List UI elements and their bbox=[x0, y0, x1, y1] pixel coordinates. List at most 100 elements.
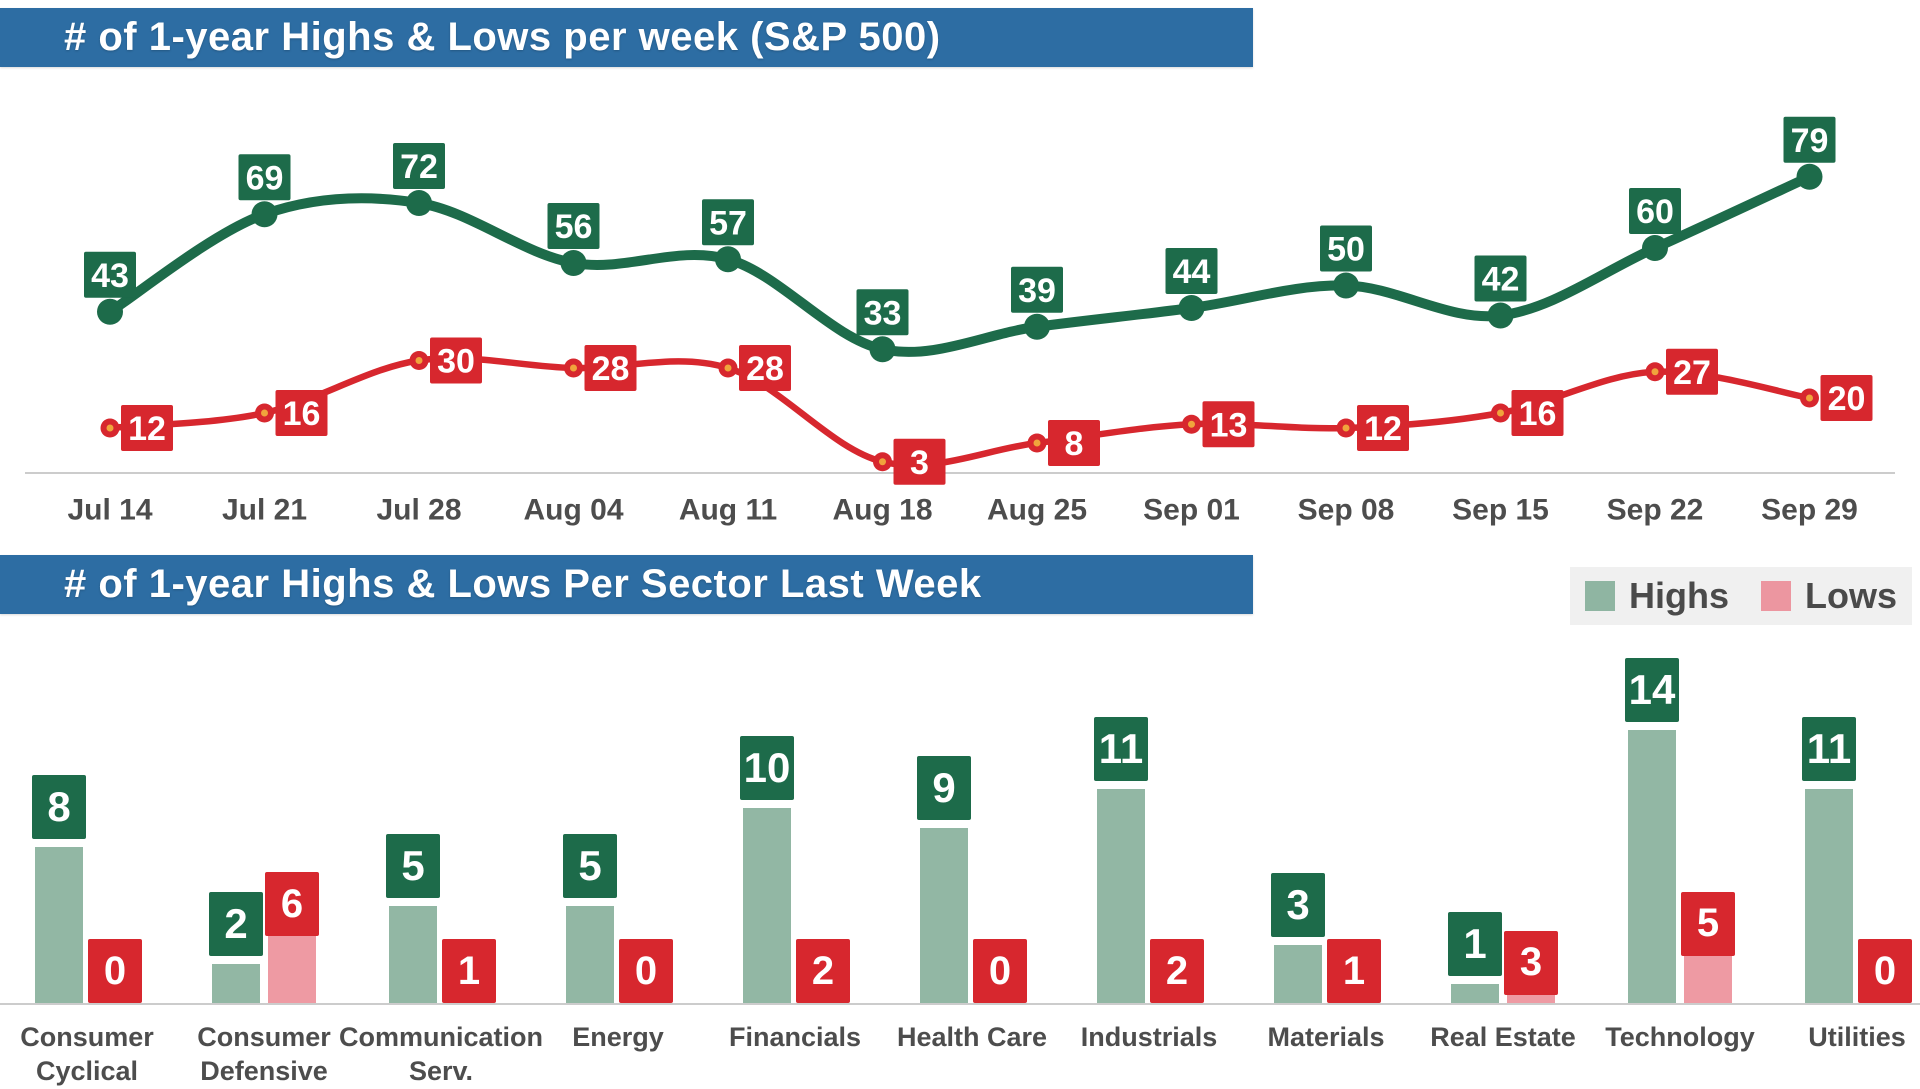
lows-data-point-center bbox=[1651, 368, 1659, 376]
lows-data-point-center bbox=[724, 364, 732, 372]
lows-value-label: 8 bbox=[1065, 425, 1084, 463]
lows-value-label: 16 bbox=[283, 395, 321, 433]
lows-value-badge bbox=[584, 345, 637, 391]
sector-label: Industrials bbox=[1080, 1022, 1218, 1052]
highs-bar bbox=[1805, 788, 1853, 1003]
sector-label: Financials bbox=[728, 1022, 862, 1052]
weekly-highs-lows-line-chart: Jul 14 Jul 21 Jul 28 Aug 04 Aug 11 Aug 18 Aug … bbox=[25, 116, 1895, 527]
lows-data-point-center bbox=[1497, 409, 1504, 417]
lows-value-badge bbox=[1666, 348, 1718, 395]
x-axis-label: Sep 01 bbox=[1143, 494, 1240, 527]
bar-chart-axis-line bbox=[0, 1003, 1920, 1005]
lows-value-badge: 0 bbox=[619, 939, 673, 1003]
lows-value-label: 16 bbox=[1519, 395, 1557, 433]
lows-value-label: 30 bbox=[437, 343, 475, 381]
x-axis-label: Aug 11 bbox=[679, 494, 777, 527]
highs-bar bbox=[566, 905, 614, 1003]
highs-value-label: 72 bbox=[400, 148, 438, 186]
lows-data-point-center bbox=[570, 364, 577, 372]
x-axis-label: Sep 15 bbox=[1452, 494, 1549, 527]
highs-value-badge: 5 bbox=[386, 833, 440, 898]
highs-legend-label: Highs bbox=[1628, 575, 1729, 616]
highs-data-point bbox=[251, 201, 278, 228]
highs-data-point bbox=[1178, 295, 1205, 321]
highs-data-point bbox=[560, 250, 587, 276]
highs-value-label: 69 bbox=[246, 159, 284, 197]
highs-data-point bbox=[715, 246, 741, 273]
highs-bar bbox=[1097, 788, 1145, 1003]
lows-value-badge: 2 bbox=[1150, 939, 1204, 1003]
highs-bar bbox=[1628, 730, 1676, 1003]
lows-data-point-center bbox=[879, 458, 886, 466]
highs-value-badge: 11 bbox=[1802, 716, 1856, 781]
lows-value-badge bbox=[1511, 390, 1564, 436]
highs-bar bbox=[743, 808, 791, 1003]
highs-value-label: 57 bbox=[709, 204, 747, 242]
lows-legend-swatch bbox=[1761, 581, 1791, 611]
x-axis-label: Jul 21 bbox=[222, 494, 307, 527]
lows-value-badge: 3 bbox=[1504, 930, 1558, 995]
lows-value-badge bbox=[739, 345, 791, 391]
x-axis-label: Aug 04 bbox=[523, 494, 623, 527]
lows-value-badge: 0 bbox=[88, 939, 142, 1003]
highs-bar bbox=[212, 964, 260, 1003]
sector-chart-title: # of 1-year Highs & Lows Per Sector Last… bbox=[64, 562, 982, 606]
highs-data-point bbox=[1796, 163, 1823, 190]
lows-value-badge bbox=[893, 438, 946, 485]
x-axis-label: Aug 18 bbox=[832, 494, 932, 527]
highs-value-label: 56 bbox=[555, 208, 593, 246]
lows-value-label: 13 bbox=[1210, 406, 1248, 444]
lows-data-point-center bbox=[261, 409, 268, 417]
highs-value-badge bbox=[238, 154, 291, 201]
highs-data-point bbox=[1333, 272, 1359, 299]
sector-label: Materials bbox=[1267, 1022, 1385, 1052]
legend: Highs Lows bbox=[1570, 567, 1912, 625]
lows-value-badge bbox=[1202, 401, 1255, 448]
lows-value-badge: 5 bbox=[1681, 891, 1735, 956]
highs-bar bbox=[35, 847, 83, 1003]
highs-value-label: 44 bbox=[1173, 253, 1211, 291]
lows-data-point-center bbox=[106, 424, 114, 432]
x-axis-label: Sep 22 bbox=[1607, 494, 1704, 527]
lows-value-badge: 0 bbox=[973, 939, 1027, 1003]
highs-value-badge: 9 bbox=[917, 755, 971, 820]
highs-data-point bbox=[1024, 313, 1050, 340]
x-axis-label: Jul 28 bbox=[376, 494, 461, 527]
highs-value-badge: 3 bbox=[1271, 872, 1325, 937]
lows-legend-label: Lows bbox=[1805, 575, 1898, 616]
highs-bar bbox=[1451, 983, 1499, 1003]
highs-bar bbox=[920, 827, 968, 1003]
lows-value-badge: 0 bbox=[1858, 939, 1912, 1003]
lows-value-label: 27 bbox=[1673, 354, 1711, 392]
highs-bar bbox=[1274, 944, 1322, 1003]
lows-data-point-center bbox=[1033, 439, 1041, 447]
lows-value-badge bbox=[1048, 420, 1100, 466]
sector-chart-title-bar: # of 1-year Highs & Lows Per Sector Last… bbox=[0, 555, 1253, 614]
highs-value-badge bbox=[1320, 225, 1372, 272]
lows-value-label: 28 bbox=[592, 350, 630, 388]
highs-value-badge bbox=[1629, 188, 1681, 234]
highs-data-point bbox=[1487, 302, 1514, 329]
lows-data-point-center bbox=[1806, 394, 1813, 402]
lows-value-badge: 1 bbox=[1327, 939, 1381, 1003]
highs-data-point bbox=[97, 298, 123, 325]
highs-value-badge: 14 bbox=[1625, 658, 1679, 722]
lows-value-badge: 6 bbox=[265, 872, 319, 936]
sector-label: Technology bbox=[1605, 1022, 1755, 1052]
lows-value-badge bbox=[121, 405, 173, 451]
highs-value-label: 42 bbox=[1482, 261, 1520, 299]
highs-value-badge: 5 bbox=[563, 833, 617, 898]
sector-label: Real Estate bbox=[1430, 1022, 1576, 1052]
highs-value-label: 79 bbox=[1791, 122, 1829, 160]
lows-value-label: 20 bbox=[1828, 380, 1866, 418]
lows-value-badge bbox=[1357, 405, 1409, 451]
highs-value-badge: 10 bbox=[740, 736, 794, 800]
highs-value-badge bbox=[1011, 266, 1063, 313]
highs-value-badge bbox=[856, 289, 909, 336]
highs-data-point bbox=[1642, 235, 1668, 261]
highs-value-badge bbox=[1783, 116, 1836, 163]
highs-data-point bbox=[406, 190, 432, 216]
highs-value-label: 39 bbox=[1018, 272, 1056, 310]
lows-value-badge bbox=[430, 337, 482, 384]
highs-legend-swatch bbox=[1584, 581, 1615, 611]
